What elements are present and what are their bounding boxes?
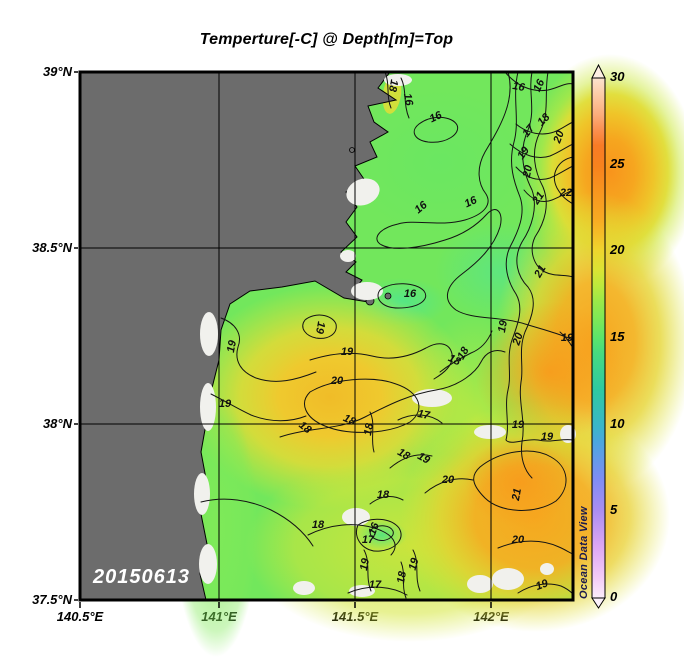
- contour-label: 19: [219, 398, 232, 410]
- contour-label: 19: [225, 339, 239, 354]
- contour-label: 20: [511, 534, 525, 546]
- contour-label: 18: [377, 489, 390, 501]
- contour-label: 18: [395, 570, 409, 585]
- colorbar-above-range-arrow: [591, 63, 606, 79]
- date-label: 20150613: [93, 566, 190, 588]
- graticule: [80, 72, 573, 600]
- contour-label: 20: [521, 163, 536, 179]
- odv-watermark: Ocean Data View: [578, 506, 590, 599]
- colorbar-below-range-arrow: [591, 597, 606, 609]
- contour-label: 20: [441, 474, 455, 486]
- island: [384, 292, 392, 300]
- contour-label: 19: [534, 577, 550, 593]
- no-data-patches: [194, 74, 576, 597]
- colorbar-tick-label: 25: [610, 155, 625, 171]
- contour-label: 16: [463, 194, 480, 210]
- colorbar-tick-label: 5: [610, 502, 618, 518]
- map-area[interactable]: 18 16 16 16 16 18 17 20 19 20 21 22 16 16 21 16 19 19 19 18…: [74, 54, 684, 657]
- temperature-contours: [200, 71, 574, 599]
- contour-label: 16: [401, 92, 415, 107]
- colorbar-tick-label: 10: [610, 415, 625, 431]
- contour-label: 19: [313, 320, 327, 335]
- contour-label: 19: [358, 557, 372, 572]
- contour-label: 17: [362, 534, 375, 546]
- contour-label: 18: [312, 519, 325, 531]
- colorbar-tick-label: 20: [610, 242, 625, 258]
- contour-label: 16: [531, 77, 547, 94]
- contour-label: 21: [532, 263, 549, 280]
- colorbar-tick-label: 0: [610, 589, 618, 604]
- colorbar-gradient: [591, 77, 606, 599]
- contour-label: 20: [510, 331, 526, 348]
- island: [349, 147, 355, 153]
- contour-label: 16: [404, 288, 417, 300]
- contour-label: 17: [416, 408, 431, 422]
- lat-tick-label: 38°N: [42, 416, 72, 431]
- contour-label: 20: [330, 375, 344, 387]
- contour-label: 19: [407, 556, 422, 572]
- contour-label: 19: [512, 419, 525, 431]
- contour-label: 19: [496, 319, 510, 334]
- contour-label: 18: [362, 422, 376, 437]
- contour-label: 16: [428, 109, 445, 125]
- contour-label: 19: [341, 346, 354, 358]
- contour-label: 19: [541, 431, 554, 443]
- map-frame: [74, 70, 575, 608]
- contour-label: 18: [341, 412, 358, 428]
- lat-tick-label: 38.5°N: [32, 240, 72, 255]
- contour-label: 17: [369, 579, 382, 591]
- contour-label: 18: [386, 78, 400, 93]
- plot-title: Temperture[-C] @ Depth[m]=Top: [199, 31, 454, 48]
- lat-tick-label: 39°N: [42, 64, 72, 79]
- colorbar-tick-label: 15: [610, 329, 625, 344]
- lon-tick-label: 140.5°E: [56, 609, 104, 624]
- contour-label: 16: [511, 80, 526, 94]
- colorbar-tick-label: 30: [610, 69, 625, 84]
- colorbar: [587, 62, 613, 610]
- contour-label: 19: [561, 332, 574, 344]
- contour-label: 18: [446, 352, 463, 368]
- contour-label: 22: [559, 187, 572, 199]
- contour-label: 20: [551, 128, 567, 145]
- contour-label: 21: [510, 487, 524, 502]
- contour-label: 16: [366, 520, 382, 536]
- lat-tick-label: 37.5°N: [32, 592, 72, 607]
